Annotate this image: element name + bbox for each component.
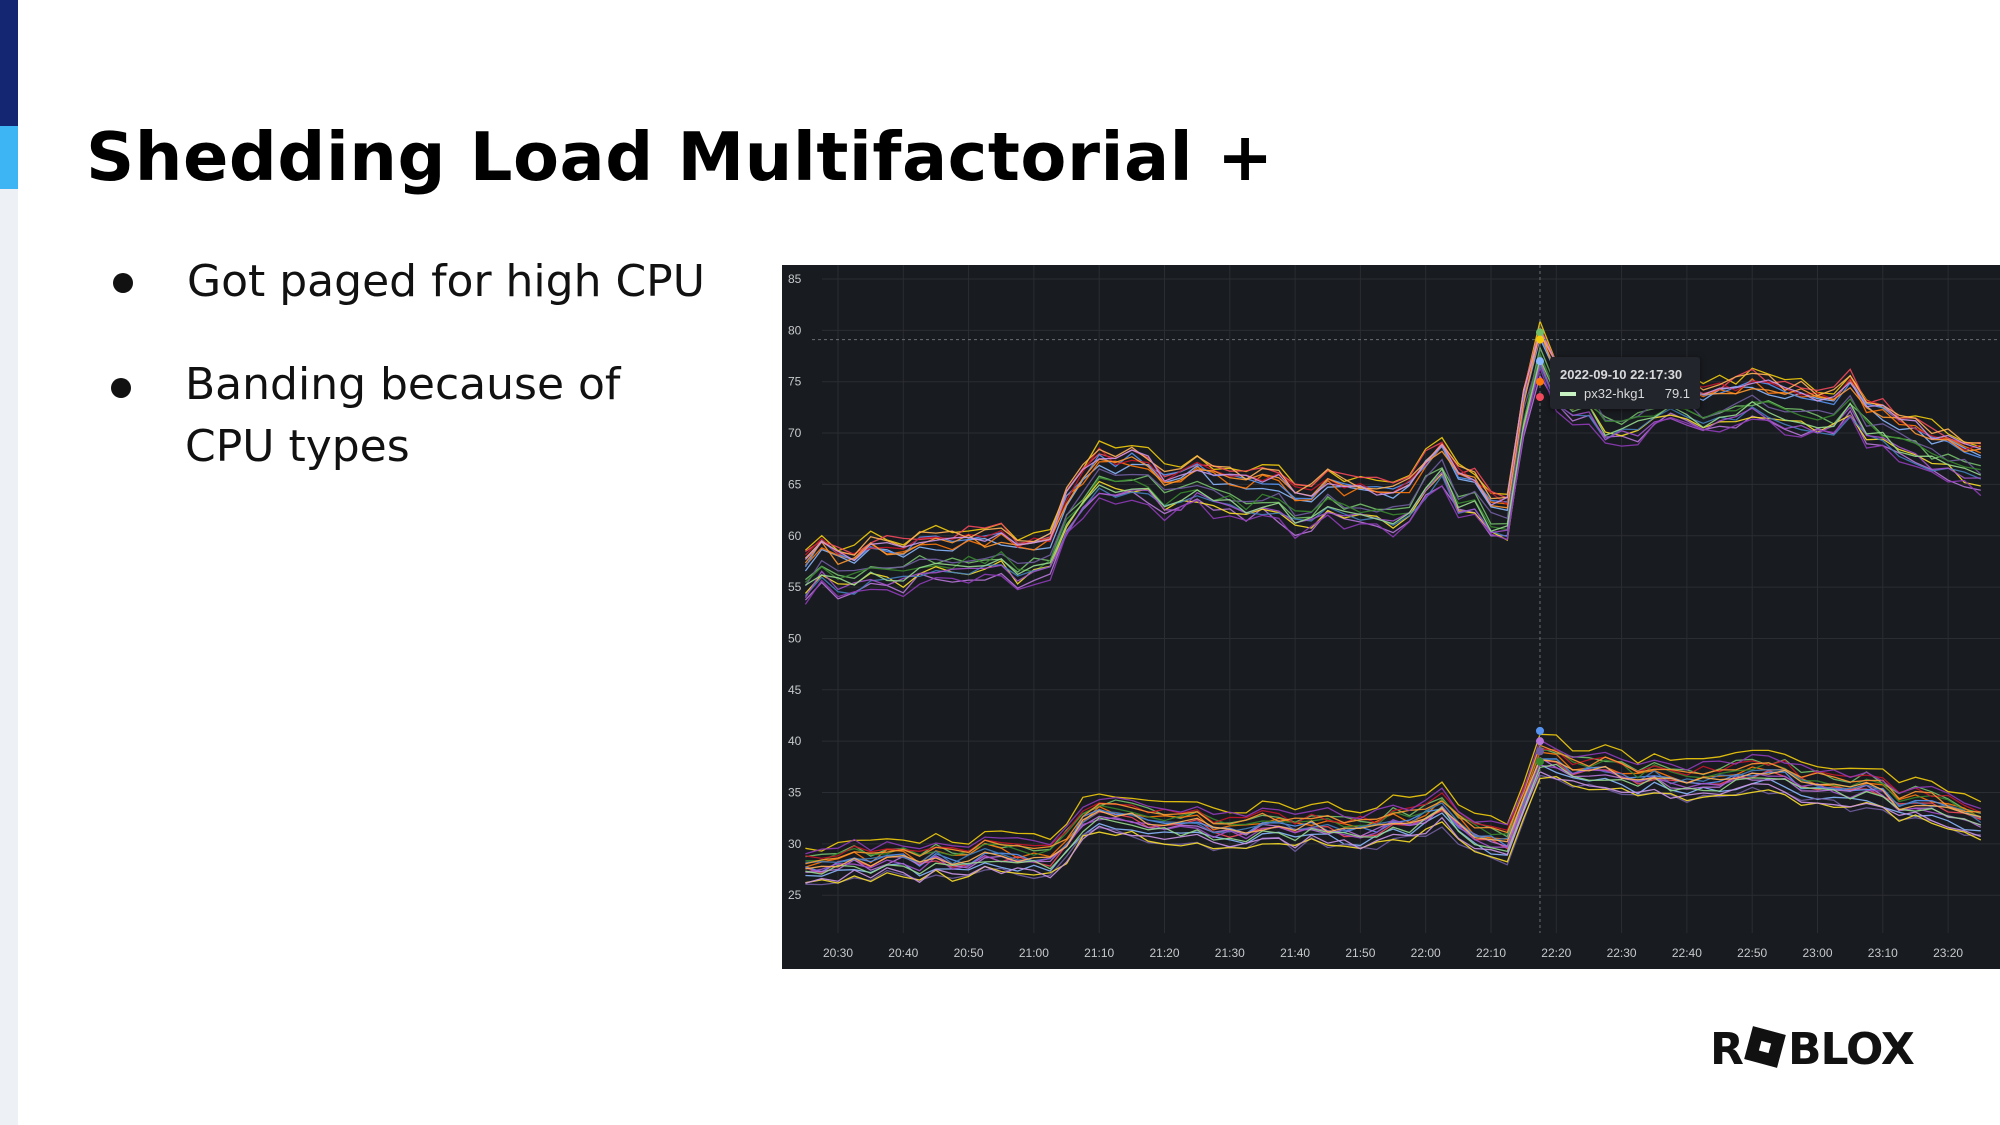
x-tick-label: 23:20 [1933,946,1963,960]
y-tick-label: 60 [788,529,802,543]
svg-text:BLOX: BLOX [1788,1024,1915,1070]
hover-point [1535,377,1544,386]
x-tick-label: 22:50 [1737,946,1767,960]
y-tick-label: 80 [788,323,802,337]
cpu-chart[interactable]: 85 80 75 70 65 60 55 50 45 40 35 30 25 20:30 20:40 20:5… [782,265,2000,969]
x-tick-label: 21:30 [1215,946,1245,960]
hover-point [1535,747,1544,756]
hover-point [1535,328,1544,337]
series-line-lower [805,770,1982,884]
y-tick-label: 50 [788,631,802,645]
x-tick-label: 21:00 [1019,946,1049,960]
roblox-logo: R BLOX [1710,1024,1916,1070]
accent-bar-light [0,126,18,189]
bullet-2: Banding because of [185,359,621,410]
x-tick-label: 20:30 [823,946,853,960]
hover-point [1535,357,1544,366]
y-tick-label: 75 [788,375,802,389]
x-tick-label: 22:20 [1541,946,1571,960]
bullet-dot [111,378,131,398]
y-tick-label: 70 [788,426,802,440]
x-tick-label: 21:10 [1084,946,1114,960]
y-tick-label: 35 [788,786,802,800]
x-tick-label: 20:50 [954,946,984,960]
series-line-upper [804,359,1981,598]
y-tick-label: 65 [788,477,802,491]
series-line-lower [805,744,1981,865]
tooltip-time: 2022-09-10 22:17:30 [1560,367,1683,382]
x-tick-label: 22:00 [1411,946,1441,960]
y-tick-label: 55 [788,580,802,594]
y-tick-label: 40 [788,734,802,748]
hover-point [1535,335,1544,344]
hover-point [1535,726,1544,735]
x-tick-label: 21:20 [1149,946,1179,960]
series-line-lower [805,758,1981,870]
series-line-lower [805,748,1982,860]
series-line-lower [805,776,1982,884]
tooltip-value: 79.1 [1664,386,1691,401]
x-tick-label: 21:50 [1345,946,1375,960]
x-tick-label: 22:40 [1672,946,1702,960]
chart-svg: 85 80 75 70 65 60 55 50 45 40 35 30 25 20:30 20:40 20:5… [788,265,2000,960]
series-line-upper [805,325,1981,556]
series-line-upper [804,331,1981,559]
tooltip-row: px32-hkg1 79.1 [1560,386,1690,401]
hover-point [1535,757,1544,766]
svg-text:R: R [1710,1024,1744,1070]
series-line-upper [804,374,1981,601]
slide-title: Shedding Load Multifactorial + [86,118,1274,196]
y-tick-label: 30 [788,837,802,851]
x-tick-label: 22:10 [1476,946,1506,960]
series-line-lower [805,733,1982,852]
x-tick-label: 21:40 [1280,946,1310,960]
series-line-upper [804,365,1982,605]
series-line-upper [804,354,1982,587]
series-line-upper [804,336,1982,572]
series-line-upper [804,335,1981,556]
accent-bar-dark [0,0,18,126]
x-tick-label: 20:40 [888,946,918,960]
series-line-lower [805,758,1981,873]
series-line-upper [804,327,1981,562]
series-swatch [1560,391,1576,396]
series-line-lower [805,763,1982,875]
series-line-upper [804,351,1981,583]
bullet-2-continued: CPU types [185,421,410,472]
bullet-1: Got paged for high CPU [187,256,705,307]
x-tick-label: 23:00 [1802,946,1832,960]
hover-point [1535,393,1544,402]
hover-point [1535,737,1544,746]
bullet-dot [113,273,133,293]
y-tick-label: 45 [788,683,802,697]
accent-bar-gray [0,189,18,1125]
chart-tooltip: 2022-09-10 22:17:30 px32-hkg1 79.1 [1550,357,1700,409]
y-tick-label: 85 [788,272,802,286]
series-line-upper [805,356,1982,586]
x-tick-label: 22:30 [1607,946,1637,960]
tooltip-series: px32-hkg1 [1584,386,1645,401]
series-line-lower [805,763,1981,877]
y-tick-label: 25 [788,888,802,902]
x-tick-label: 23:10 [1868,946,1898,960]
series-line-lower [805,739,1982,855]
